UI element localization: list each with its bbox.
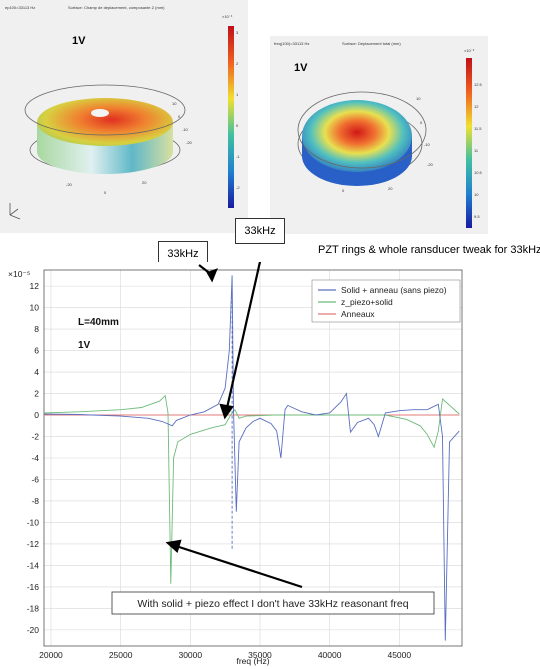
arrow-to-peak-head [206,268,218,283]
sim-left-header-freq: ep100=33113 Hz [5,5,36,10]
sim-right-scale-tick: 12 [474,104,479,109]
sim-left-axis-tick: -20 [66,182,72,187]
simulation-image-total-displacement: freq(100)=33113 Hz Surface: Deplacement … [270,36,488,234]
sim-left-render [9,26,234,220]
y-tick-label: -12 [27,539,40,549]
y-tick-label: -8 [31,496,39,506]
sim-right-colorbar [466,58,472,228]
y-tick-label: 0 [34,410,39,420]
x-tick-label: 45000 [387,650,411,660]
x-axis-ticks: 20000 25000 30000 35000 40000 45000 [39,650,411,660]
sim-left-disk-top [37,98,173,146]
legend-entry: Anneaux [341,309,375,319]
y-tick-label: 10 [30,303,40,313]
legend-entry: Solid + anneau (sans piezo) [341,285,447,295]
sim-right-header-surface: Surface: Deplacement total (mm) [342,41,401,46]
sim-right-axis-tick: 0 [342,188,345,193]
note-pzt-rings: PZT rings & whole ransducer tweak for 33… [318,244,540,256]
sim-left-scale-tick: 2 [236,61,239,66]
x-tick-label: 30000 [178,650,202,660]
sim-left-scale-tick: 1 [236,92,239,97]
sim-left-axis-tick: 10 [172,101,177,106]
y-tick-label: 8 [34,324,39,334]
y-tick-label: -6 [31,474,39,484]
sim-left-axis-tick: 20 [142,180,147,185]
note-bottom-text: With solid + piezo effect I don't have 3… [137,598,408,610]
sim-right-axis-tick: -20 [427,162,433,167]
callout-arrows [165,262,303,589]
legend-entry: z_piezo+solid [341,297,393,307]
frequency-response-chart: 12 10 8 6 4 2 0 -2 -4 -6 -8 -10 -12 -14 -16 -18 -20 2000… [0,262,540,669]
sim-left-scale-exp: ×10⁻³ [222,14,233,19]
y-tick-label: 12 [30,281,40,291]
sim-right-render [297,58,472,228]
sim-right-scale-exp: ×10⁻³ [464,48,475,53]
sim-left-axis-tick: 0 [178,114,181,119]
x-tick-label: 25000 [109,650,133,660]
y-tick-label: 4 [34,367,39,377]
sim-right-disk-top [302,100,412,172]
series-line-solid-anneau-sans-piezo [43,275,460,641]
sim-left-scale-tick: -2 [236,185,240,190]
sim-right-scale-tick: 10.5 [474,170,482,175]
arrow-to-piezo-head [219,403,234,420]
y-tick-label: -4 [31,453,39,463]
sim-right-axis-tick: 10 [416,96,421,101]
chart-series [43,275,460,641]
y-axis-ticks: 12 10 8 6 4 2 0 -2 -4 -6 -8 -10 -12 -14 -16 -18 -20 [27,281,40,635]
sim-left-outline-ring-top [24,84,186,136]
simulation-image-displacement-z: ep100=33113 Hz Surface: Champ de deplace… [0,0,248,233]
sim-left-center-hole [91,109,109,117]
x-axis-label: freq (Hz) [236,656,269,666]
arrow-to-piezo [225,262,262,409]
sim-right-scale-tick: 12.5 [474,82,482,87]
y-tick-label: 2 [34,389,39,399]
sim-left-axis-tick: -10 [182,127,188,132]
y-tick-label: -18 [27,603,40,613]
y-tick-label: -20 [27,625,40,635]
annotation-voltage: 1V [78,340,91,351]
sim-left-scale-tick: -1 [236,154,240,159]
sim-left-voltage-label: 1V [72,35,86,47]
sim-right-axis-tick: 20 [388,186,393,191]
y-tick-label: -16 [27,582,40,592]
sim-left-axis-tick: 0 [104,190,107,195]
series-line-z-piezo-solid [43,394,460,584]
y-tick-label: -2 [31,432,39,442]
sim-right-voltage-label: 1V [294,62,308,74]
y-tick-label: -10 [27,517,40,527]
sim-right-axis-tick: -10 [424,142,430,147]
y-tick-label: -14 [27,560,40,570]
sim-left-header-surface: Surface: Champ de deplacement, composant… [68,5,165,10]
y-tick-label: 6 [34,346,39,356]
sim-left-colorbar [228,26,234,208]
x-tick-label: 35000 [248,650,272,660]
callout-33khz-top: 33kHz [235,218,285,244]
sim-right-scale-tick: 9.5 [474,214,480,219]
x-tick-label: 20000 [39,650,63,660]
sim-right-scale-tick: 11 [474,148,479,153]
x-tick-label: 40000 [318,650,342,660]
sim-right-scale-tick: 11.5 [474,126,482,131]
sim-right-outline-ring-top [297,91,427,169]
y-axis-scale-exponent: ×10⁻⁵ [8,269,30,279]
sim-left-scale-tick: 0 [236,123,239,128]
legend-box [311,279,461,323]
note-bottom-box [111,591,435,615]
arrow-to-antiresonance-head [165,539,182,553]
annotation-length: L=40mm [78,317,119,328]
chart-legend: Solid + anneau (sans piezo) z_piezo+solid… [311,279,461,323]
arrow-to-antiresonance [175,544,303,589]
plot-area-frame [43,269,463,647]
sim-left-scale-tick: 3 [236,30,239,35]
sim-left-axis-tick: -20 [186,140,192,145]
sim-right-axis-tick: 0 [420,120,423,125]
sim-right-scale-tick: 10 [474,192,479,197]
sim-right-header-freq: freq(100)=33113 Hz [274,41,310,46]
